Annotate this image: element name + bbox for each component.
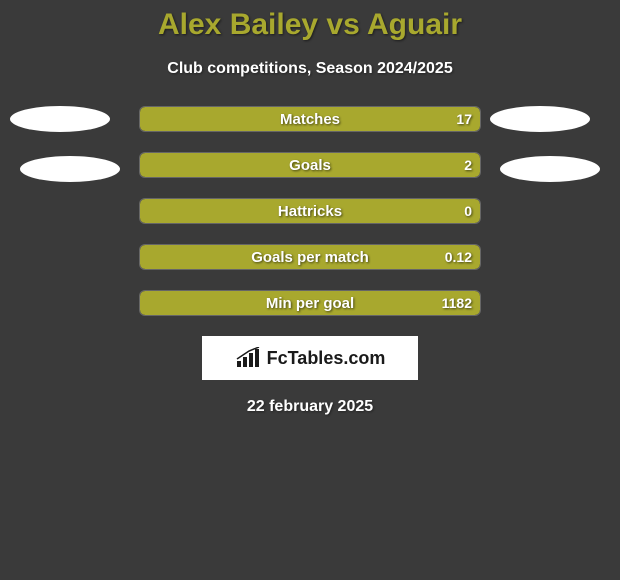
stat-row: Min per goal 1182 (139, 290, 481, 316)
stat-row: Hattricks 0 (139, 198, 481, 224)
stat-value: 17 (456, 107, 472, 131)
stat-value: 0 (464, 199, 472, 223)
stat-value: 0.12 (445, 245, 472, 269)
brand-logo[interactable]: FcTables.com (202, 336, 418, 380)
page-title: Alex Bailey vs Aguair (0, 0, 620, 42)
avatar-placeholder (10, 106, 110, 132)
stat-label: Goals (140, 153, 480, 177)
stat-label: Goals per match (140, 245, 480, 269)
stat-value: 1182 (442, 291, 472, 315)
stat-label: Matches (140, 107, 480, 131)
bar-chart-icon (235, 347, 261, 369)
stat-row: Goals per match 0.12 (139, 244, 481, 270)
stat-row: Matches 17 (139, 106, 481, 132)
date-label: 22 february 2025 (0, 398, 620, 416)
avatar-placeholder (490, 106, 590, 132)
brand-text: FcTables.com (267, 348, 386, 369)
stat-value: 2 (464, 153, 472, 177)
stat-label: Min per goal (140, 291, 480, 315)
avatar-placeholder (20, 156, 120, 182)
stats-container: Matches 17 Goals 2 Hattricks 0 Goals per… (0, 106, 620, 316)
stat-row: Goals 2 (139, 152, 481, 178)
stat-label: Hattricks (140, 199, 480, 223)
subtitle: Club competitions, Season 2024/2025 (0, 60, 620, 78)
avatar-placeholder (500, 156, 600, 182)
